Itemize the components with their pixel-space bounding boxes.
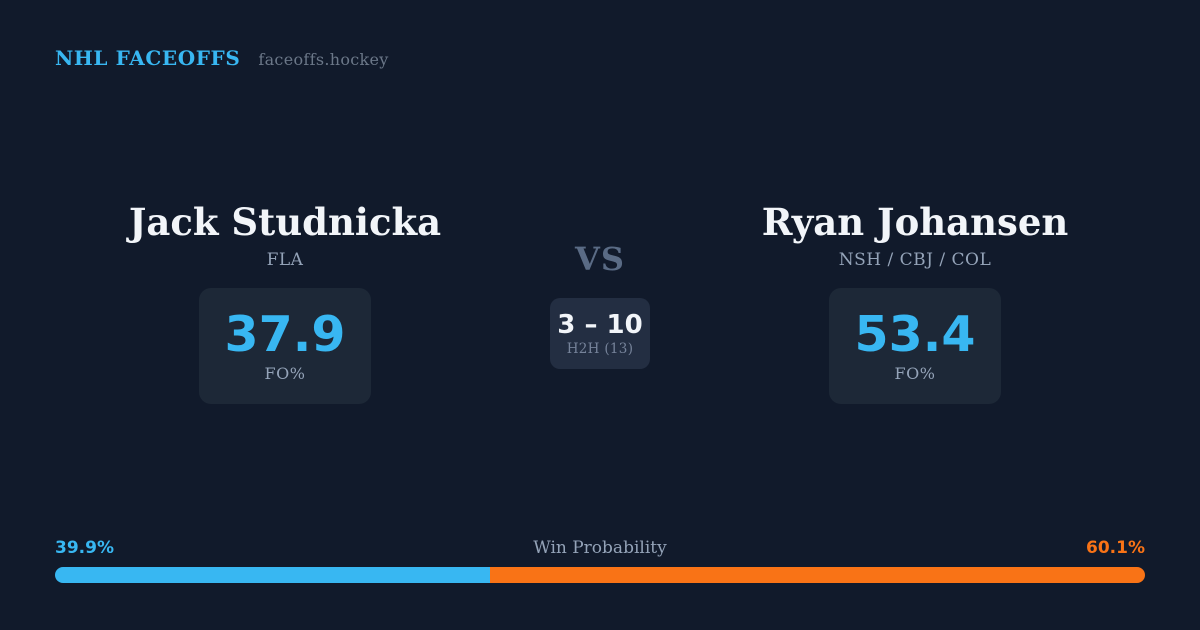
header: NHL FACEOFFS faceoffs.hockey bbox=[55, 46, 389, 70]
player-left-column: Jack Studnicka FLA 37.9 FO% bbox=[55, 198, 515, 405]
fo-value-left: 37.9 bbox=[224, 306, 346, 364]
h2h-label: H2H (13) bbox=[566, 341, 634, 358]
player-right-column: Ryan Johansen NSH / CBJ / COL 53.4 FO% bbox=[685, 198, 1145, 405]
fo-value-right: 53.4 bbox=[854, 306, 976, 364]
fo-stat-box-right: 53.4 FO% bbox=[829, 288, 1001, 405]
vs-label: VS bbox=[575, 240, 625, 278]
win-prob-left-pct: 39.9% bbox=[55, 538, 114, 558]
win-prob-title: Win Probability bbox=[533, 538, 667, 558]
fo-stat-box-left: 37.9 FO% bbox=[199, 288, 371, 405]
win-probability-bar bbox=[55, 567, 1145, 583]
site-domain: faceoffs.hockey bbox=[258, 50, 389, 69]
h2h-box: 3 – 10 H2H (13) bbox=[550, 298, 650, 370]
win-bar-left-segment bbox=[55, 567, 490, 583]
win-bar-right-segment bbox=[489, 567, 1145, 583]
player-teams-right: NSH / CBJ / COL bbox=[838, 250, 992, 271]
matchup-section: Jack Studnicka FLA 37.9 FO% VS 3 – 10 H2… bbox=[55, 198, 1145, 405]
matchup-middle-column: VS 3 – 10 H2H (13) bbox=[515, 198, 685, 404]
win-prob-right-pct: 60.1% bbox=[1086, 538, 1145, 558]
fo-label-left: FO% bbox=[264, 363, 306, 383]
brand-title: NHL FACEOFFS bbox=[55, 46, 241, 70]
win-probability-section: 39.9% Win Probability 60.1% bbox=[55, 538, 1145, 583]
player-teams-left: FLA bbox=[266, 250, 304, 271]
player-name-right: Ryan Johansen bbox=[761, 200, 1069, 244]
player-name-left: Jack Studnicka bbox=[128, 200, 442, 244]
h2h-score: 3 – 10 bbox=[557, 309, 643, 340]
win-probability-labels: 39.9% Win Probability 60.1% bbox=[55, 538, 1145, 558]
fo-label-right: FO% bbox=[894, 363, 936, 383]
